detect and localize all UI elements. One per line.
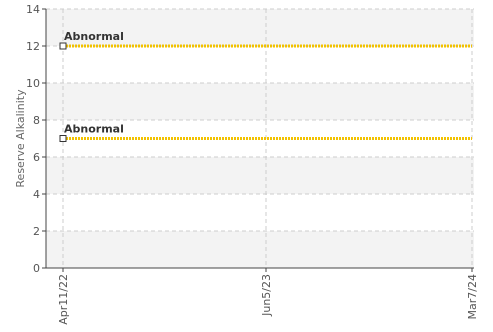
y-tick-labels: 0 2 4 6 8 10 12 14 — [26, 3, 46, 275]
background-band — [46, 231, 474, 268]
background-band — [46, 157, 474, 194]
background-band — [46, 83, 474, 120]
y-tick-label: 4 — [33, 188, 40, 201]
annotation-label: Abnormal — [64, 123, 124, 136]
y-axis-title: Reserve Alkalinity — [14, 89, 27, 188]
x-tick-label: Apr11/22 — [57, 274, 70, 325]
background-bands — [46, 9, 474, 268]
series-layer: Abnormal Abnormal — [59, 30, 472, 142]
background-band — [46, 9, 474, 46]
series-point-marker[interactable] — [59, 135, 67, 142]
x-tick-label: Mar7/24 — [466, 274, 479, 319]
y-tick-label: 10 — [26, 77, 40, 90]
y-tick-label: 12 — [26, 40, 40, 53]
y-tick-label: 2 — [33, 225, 40, 238]
y-tick-label: 14 — [26, 3, 40, 16]
series-point-marker[interactable] — [59, 42, 67, 50]
y-tick-label: 0 — [33, 262, 40, 275]
x-tick-label: Jun5/23 — [260, 274, 273, 317]
y-tick-label: 6 — [33, 151, 40, 164]
annotation-label: Abnormal — [64, 30, 124, 43]
x-tick-labels: Apr11/22 Jun5/23 Mar7/24 — [57, 268, 479, 325]
y-tick-label: 8 — [33, 114, 40, 127]
